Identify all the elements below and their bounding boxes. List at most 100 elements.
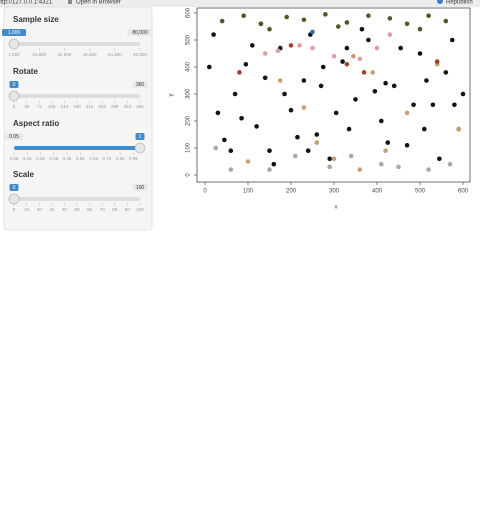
slider-handle[interactable]	[8, 90, 20, 102]
open-button[interactable]: Open in Browser	[76, 0, 121, 6]
point	[417, 26, 423, 32]
point	[361, 70, 367, 75]
point	[314, 140, 320, 145]
point	[430, 102, 436, 108]
point	[213, 145, 219, 151]
point	[336, 24, 341, 29]
slider-tick-label: 0.35	[49, 156, 58, 161]
slider-label: Aspect ratio	[13, 119, 59, 128]
slider-tick-label: 72	[37, 104, 43, 109]
point	[314, 132, 320, 137]
point	[301, 17, 307, 23]
x-axis-label: x	[335, 205, 338, 211]
point	[387, 32, 393, 37]
publish-icon	[437, 0, 443, 4]
point	[327, 156, 333, 162]
point	[379, 161, 384, 167]
point	[239, 116, 244, 121]
point	[245, 159, 251, 164]
point	[348, 153, 354, 159]
x-tick-label: 400	[372, 189, 383, 195]
point	[422, 126, 427, 132]
value-bubble	[2, 29, 26, 36]
y-axis-label: y	[169, 94, 175, 97]
point	[267, 26, 272, 32]
slider-handle[interactable]	[134, 142, 146, 154]
point	[344, 62, 350, 67]
point	[443, 18, 449, 24]
point	[288, 43, 294, 48]
y-tick-label: 300	[186, 88, 192, 99]
slider-fill	[14, 146, 140, 150]
slider-tick-label: 252	[98, 104, 106, 109]
point	[215, 110, 221, 116]
point	[267, 148, 272, 153]
slider-tick-label: 0.15	[23, 156, 32, 161]
x-tick-label: 300	[329, 189, 340, 195]
point	[243, 62, 249, 67]
point	[288, 107, 294, 113]
y-tick-label: 400	[186, 61, 192, 72]
slider-tick-label: 60	[87, 207, 93, 212]
point	[267, 167, 272, 172]
point	[357, 167, 363, 172]
slider-handle[interactable]	[8, 193, 20, 205]
point	[383, 148, 388, 153]
x-tick-label: 100	[243, 189, 254, 195]
point	[417, 51, 423, 56]
point	[396, 164, 401, 170]
point	[366, 13, 371, 18]
point	[372, 89, 378, 94]
slider-track	[14, 197, 140, 201]
slider-tick-label: 180	[73, 104, 81, 109]
point	[426, 167, 431, 172]
slider-handle[interactable]	[8, 38, 20, 50]
point	[424, 78, 429, 83]
point	[310, 45, 315, 51]
point	[426, 13, 431, 18]
point	[340, 59, 345, 64]
point	[310, 29, 315, 35]
point	[404, 110, 410, 116]
point	[456, 126, 462, 132]
slider-tick-label: 90	[125, 207, 131, 212]
slider-tick-label: 108	[48, 104, 56, 109]
value-label: 0	[13, 185, 16, 191]
y-tick-label: 200	[186, 115, 192, 126]
point	[359, 26, 365, 32]
value-label: 1	[139, 134, 142, 140]
slider-label: Scale	[13, 170, 34, 179]
point	[398, 45, 403, 51]
slider-tick-label: 10	[24, 207, 30, 212]
slider-tick-label: 30	[49, 207, 55, 212]
value-label: 0	[13, 82, 16, 88]
slider-tick-label: 0	[13, 104, 16, 109]
point	[207, 64, 212, 70]
point	[275, 48, 281, 54]
edge-bubble	[132, 81, 148, 88]
point	[366, 37, 371, 43]
point	[331, 53, 337, 59]
toolbar	[0, 0, 480, 7]
point	[211, 32, 216, 37]
point	[258, 21, 264, 27]
open-icon	[68, 0, 72, 4]
point	[301, 105, 307, 110]
slider-tick-label: 32,600	[58, 52, 72, 57]
point	[228, 148, 234, 153]
point	[318, 83, 324, 89]
publish-button[interactable]: Republish	[446, 0, 473, 6]
point	[305, 148, 311, 153]
x-tick-label: 500	[415, 189, 426, 195]
point	[344, 45, 350, 51]
edge-bubble	[132, 184, 148, 191]
point	[411, 102, 416, 108]
x-tick-label: 200	[286, 189, 297, 195]
slider-tick-label: 16,800	[32, 52, 46, 57]
slider-tick-label: 0	[13, 207, 16, 212]
value-bubble	[135, 133, 145, 140]
slider-tick-label: 0.95	[129, 156, 138, 161]
y-tick-label: 100	[186, 142, 192, 153]
slider-tick-label: 288	[111, 104, 119, 109]
